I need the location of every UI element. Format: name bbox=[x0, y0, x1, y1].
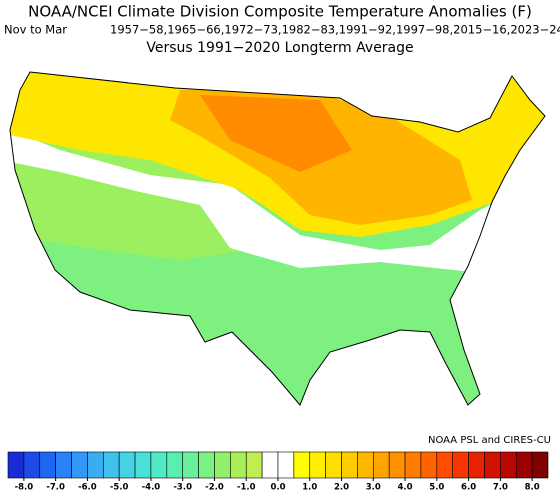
colorbar-box bbox=[531, 451, 549, 479]
colorbar-tick-label: -1.0 bbox=[237, 483, 256, 492]
colorbar-tick-label: -8.0 bbox=[15, 483, 34, 492]
colorbar-tick-label: -2.0 bbox=[205, 483, 224, 492]
anomaly-map bbox=[10, 72, 545, 405]
colorbar-tick-label: 0.0 bbox=[270, 483, 285, 492]
colorbar-box bbox=[404, 451, 422, 479]
colorbar-tick-label: 8.0 bbox=[525, 483, 540, 492]
colorbar-box bbox=[150, 451, 168, 479]
colorbar-box bbox=[452, 451, 469, 479]
colorbar-box bbox=[39, 451, 56, 479]
colorbar-box bbox=[134, 451, 152, 479]
colorbar-box bbox=[198, 451, 215, 479]
colorbar-box bbox=[118, 451, 136, 479]
colorbar-tick-label: 3.0 bbox=[366, 483, 381, 492]
colorbar-box bbox=[341, 451, 358, 479]
region-dark-orange bbox=[200, 95, 352, 172]
colorbar-box bbox=[55, 451, 72, 479]
colorbar-tick-label: 5.0 bbox=[429, 483, 444, 492]
colorbar-box bbox=[102, 451, 120, 479]
colorbar-tick-label: -4.0 bbox=[142, 483, 161, 492]
colorbar-box bbox=[293, 451, 311, 479]
colorbar-box bbox=[388, 451, 406, 479]
colorbar-box bbox=[484, 451, 501, 479]
colorbar-box bbox=[436, 451, 454, 479]
colorbar-box bbox=[23, 451, 41, 479]
years: 1957−58,1965−66,1972−73,1982−83,1991−92,… bbox=[110, 23, 560, 37]
colorbar-box bbox=[71, 451, 88, 479]
colorbar-tick-label: 6.0 bbox=[461, 483, 476, 492]
colorbar-tick-label: 1.0 bbox=[302, 483, 317, 492]
colorbar-box bbox=[309, 451, 326, 479]
period: Nov to Mar bbox=[4, 23, 67, 37]
colorbar-box bbox=[230, 451, 247, 479]
baseline: Versus 1991−2020 Longterm Average bbox=[146, 40, 413, 56]
colorbar-box bbox=[325, 451, 342, 479]
colorbar-tick-label: -7.0 bbox=[46, 483, 65, 492]
colorbar-box bbox=[500, 451, 517, 479]
colorbar-box bbox=[7, 451, 25, 479]
colorbar: -8.0 -7.0 -6.0 -5.0 -4.0 -3.0 -2.0 -1.0 0.0 1.0 2.… bbox=[7, 451, 549, 492]
colorbar-tick-label: -6.0 bbox=[78, 483, 97, 492]
colorbar-box bbox=[245, 451, 263, 479]
colorbar-box bbox=[468, 451, 485, 479]
colorbar-box bbox=[214, 451, 231, 479]
credit: NOAA PSL and CIRES-CU bbox=[428, 435, 551, 446]
colorbar-box bbox=[372, 451, 390, 479]
title: NOAA/NCEI Climate Division Composite Tem… bbox=[28, 3, 532, 21]
colorbar-box bbox=[277, 451, 295, 479]
region-white bbox=[10, 130, 510, 272]
colorbar-box bbox=[182, 451, 199, 479]
colorbar-box bbox=[87, 451, 104, 479]
colorbar-box bbox=[166, 451, 184, 479]
us-outline bbox=[9, 71, 546, 406]
colorbar-tick-label: -3.0 bbox=[173, 483, 192, 492]
colorbar-box bbox=[261, 451, 279, 479]
colorbar-tick-label: -5.0 bbox=[110, 483, 129, 492]
colorbar-box bbox=[515, 451, 533, 479]
colorbar-box bbox=[357, 451, 374, 479]
colorbar-tick-label: 4.0 bbox=[398, 483, 413, 492]
colorbar-box bbox=[420, 451, 438, 479]
colorbar-tick-label: 7.0 bbox=[493, 483, 508, 492]
colorbar-tick-label: 2.0 bbox=[334, 483, 349, 492]
